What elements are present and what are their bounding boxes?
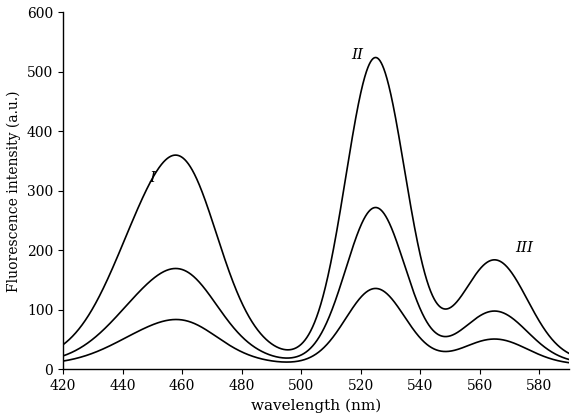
Y-axis label: Fluorescence intensity (a.u.): Fluorescence intensity (a.u.): [7, 90, 21, 291]
Text: III: III: [516, 241, 533, 255]
Text: II: II: [352, 48, 363, 62]
Text: I: I: [149, 171, 156, 185]
X-axis label: wavelength (nm): wavelength (nm): [251, 399, 381, 413]
